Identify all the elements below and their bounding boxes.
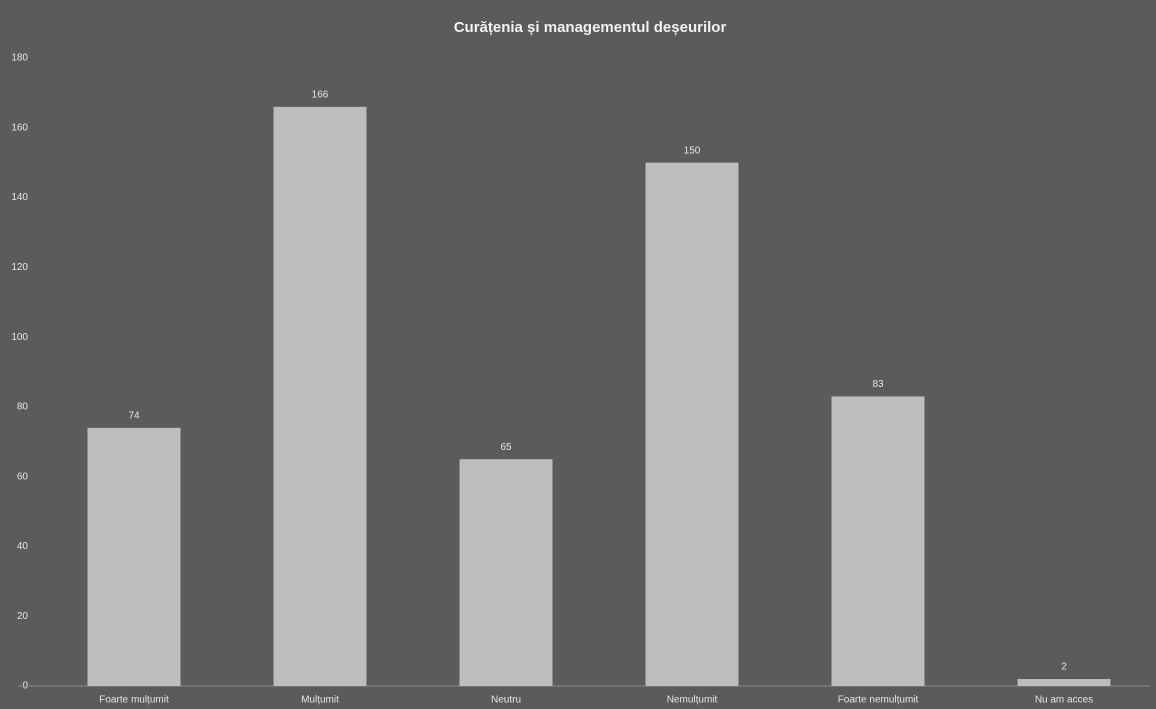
y-tick-label: 20 [17, 611, 29, 622]
x-tick-label: Mulțumit [301, 695, 339, 706]
y-tick-label: 120 [11, 262, 28, 273]
y-tick-label: 140 [11, 192, 28, 203]
y-tick-label: 80 [17, 402, 29, 413]
bar [1017, 679, 1111, 686]
y-tick-label: 40 [17, 541, 29, 552]
data-label: 150 [684, 145, 701, 156]
bar [831, 396, 925, 686]
bar [645, 162, 739, 686]
y-tick-label: 100 [11, 332, 28, 343]
y-tick-label: 180 [11, 53, 28, 64]
data-label: 83 [872, 379, 884, 390]
chart-title: Curățenia și managementul deșeurilor [454, 19, 727, 36]
data-label: 166 [312, 89, 329, 100]
x-tick-label: Foarte mulțumit [99, 695, 169, 706]
bar [459, 459, 553, 686]
bar [273, 106, 367, 687]
x-tick-label: Foarte nemulțumit [838, 695, 919, 706]
y-tick-label: 160 [11, 122, 28, 133]
data-label: 74 [128, 410, 140, 421]
data-label: 2 [1061, 662, 1067, 673]
x-tick-label: Neutru [491, 695, 521, 706]
x-tick-label: Nu am acces [1035, 695, 1093, 706]
data-label: 65 [500, 442, 512, 453]
bar [87, 427, 181, 686]
x-tick-label: Nemulțumit [667, 695, 718, 706]
y-tick-label: 60 [17, 471, 29, 482]
